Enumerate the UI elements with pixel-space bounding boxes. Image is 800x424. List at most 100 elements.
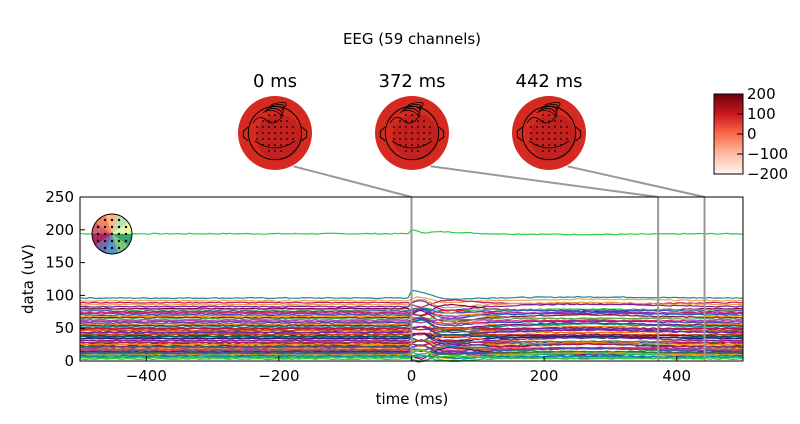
sensor-dot xyxy=(405,150,407,152)
colorbar: 200 100 0 −100 −200 xyxy=(713,85,788,183)
butterfly-plot: −400 −200 0 200 400 0 50 100 150 200 250 time (ms… xyxy=(19,188,744,408)
sensor-dot xyxy=(399,120,401,122)
sensor-dot xyxy=(411,144,413,146)
x-tick-label: 200 xyxy=(530,367,559,385)
sensor-position-dot xyxy=(110,218,114,222)
y-tick-label: 200 xyxy=(45,221,74,239)
sensor-dot xyxy=(417,138,419,140)
sensor-dot xyxy=(554,120,556,122)
sensor-position-dot xyxy=(124,232,128,236)
sensor-dot xyxy=(280,126,282,128)
sensor-position-dot xyxy=(103,246,107,250)
sensor-dot xyxy=(274,150,276,152)
sensor-dot xyxy=(280,150,282,152)
sensor-position-dot xyxy=(103,225,107,229)
sensor-dot xyxy=(548,144,550,146)
x-axis-ticks: −400 −200 0 200 400 xyxy=(126,356,691,385)
sensor-dot xyxy=(286,132,288,134)
sensor-color-wedge xyxy=(105,213,119,234)
sensor-dot xyxy=(548,120,550,122)
y-axis-label: data (uV) xyxy=(19,244,37,314)
sensor-color-wedge xyxy=(95,214,112,234)
sensor-dot xyxy=(292,138,294,140)
sensor-dot xyxy=(429,132,431,134)
sensor-dot xyxy=(393,138,395,140)
sensor-dot xyxy=(399,144,401,146)
contour-line xyxy=(391,140,433,149)
sensor-dot xyxy=(393,132,395,134)
colorbar-ticks: 200 100 0 −100 −200 xyxy=(737,85,788,183)
sensor-dot xyxy=(274,132,276,134)
sensor-dot xyxy=(548,138,550,140)
sensor-color-wedge xyxy=(92,222,112,234)
colorbar-tick-label: 0 xyxy=(747,125,757,143)
sensor-dot xyxy=(536,138,538,140)
colorbar-tick-label: −100 xyxy=(747,145,788,163)
sensor-color-wedge xyxy=(112,222,132,234)
sensor-dot xyxy=(268,114,270,116)
sensor-dot xyxy=(262,144,264,146)
sensor-dot xyxy=(274,126,276,128)
topomap-time-label: 442 ms xyxy=(516,71,583,92)
contour-line xyxy=(254,140,296,149)
sensor-dot xyxy=(560,126,562,128)
contour-line xyxy=(540,106,558,113)
sensor-position-dot xyxy=(117,246,121,250)
sensor-dot xyxy=(548,150,550,152)
sensor-position-dot xyxy=(96,239,100,243)
sensor-dot xyxy=(530,126,532,128)
topomap-time-label: 0 ms xyxy=(253,71,297,92)
sensor-dot xyxy=(399,132,401,134)
left-ear xyxy=(242,126,249,142)
sensor-dot xyxy=(405,144,407,146)
sensor-dot xyxy=(554,150,556,152)
sensor-dot xyxy=(548,132,550,134)
sensor-position-dot xyxy=(103,232,107,236)
left-ear xyxy=(516,126,523,142)
sensor-dot xyxy=(268,120,270,122)
x-tick-label: −400 xyxy=(126,367,167,385)
sensor-dot xyxy=(542,126,544,128)
connector-line xyxy=(430,165,659,198)
contour-line xyxy=(528,140,570,149)
contour-line xyxy=(538,108,558,115)
contour-line xyxy=(266,106,284,113)
sensor-dot xyxy=(566,138,568,140)
sensor-position-dot xyxy=(124,239,128,243)
sensor-dot xyxy=(542,144,544,146)
sensor-dot xyxy=(530,132,532,134)
contour-line xyxy=(252,114,284,124)
y-tick-label: 150 xyxy=(45,254,74,272)
topomap-time-label: 372 ms xyxy=(379,71,446,92)
sensor-dot xyxy=(554,126,556,128)
contour-line xyxy=(268,104,285,111)
topomap-field xyxy=(530,114,576,160)
sensor-position-dot xyxy=(117,218,121,222)
sensor-dot xyxy=(280,132,282,134)
sensor-position-dot xyxy=(103,239,107,243)
sensor-dot xyxy=(292,126,294,128)
sensor-dot xyxy=(411,150,413,152)
figure-title: EEG (59 channels) xyxy=(343,30,481,48)
y-tick-label: 0 xyxy=(64,352,74,370)
sensor-dot xyxy=(268,150,270,152)
sensor-dot xyxy=(536,132,538,134)
sensor-dot xyxy=(280,120,282,122)
sensor-dot xyxy=(274,144,276,146)
sensor-position-dot xyxy=(103,218,107,222)
sensor-position-dot xyxy=(117,239,121,243)
sensor-dot xyxy=(256,126,258,128)
sensor-dot xyxy=(560,138,562,140)
sensor-dot xyxy=(560,144,562,146)
sensor-dot xyxy=(548,126,550,128)
sensor-dot xyxy=(262,138,264,140)
sensor-dot xyxy=(274,114,276,116)
contour-line xyxy=(389,114,421,124)
sensor-position-dot xyxy=(124,225,128,229)
sensor-dot xyxy=(292,132,294,134)
sensor-dot xyxy=(560,120,562,122)
sensor-dot xyxy=(411,126,413,128)
sensor-position-dot xyxy=(117,225,121,229)
sensor-color-wedge xyxy=(92,234,112,246)
time-connector-lines xyxy=(293,165,705,198)
